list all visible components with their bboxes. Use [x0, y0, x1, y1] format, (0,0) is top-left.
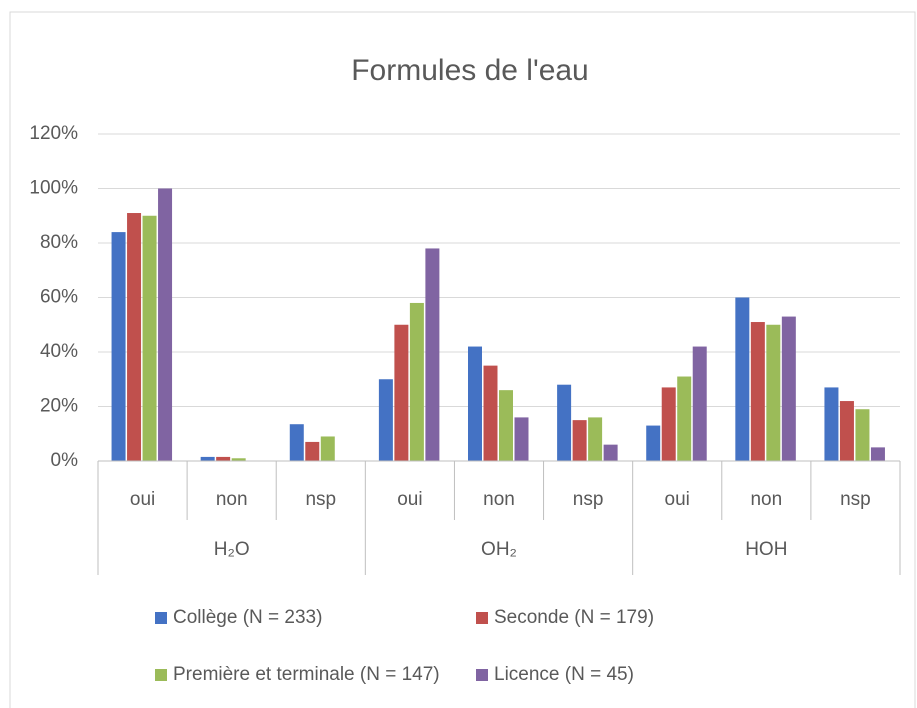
bar	[499, 390, 513, 461]
group-label: HOH	[745, 539, 787, 560]
bar	[781, 316, 796, 461]
x-tick-label: nsp	[305, 489, 336, 510]
group-label: H₂O	[214, 539, 250, 560]
x-tick-label: oui	[665, 489, 690, 510]
bar	[320, 436, 335, 461]
bar	[766, 324, 781, 461]
bar	[572, 420, 587, 461]
x-tick-label: oui	[397, 489, 422, 510]
y-tick-label: 80%	[40, 232, 78, 253]
y-tick-label: 0%	[51, 450, 79, 471]
bar	[231, 458, 246, 461]
bar	[378, 379, 393, 461]
bar	[646, 425, 661, 461]
bar	[855, 409, 870, 461]
y-tick-label: 40%	[40, 341, 78, 362]
legend-label: Licence (N = 45)	[494, 664, 634, 685]
legend-label: Première et terminale (N = 147)	[173, 664, 440, 685]
bar	[514, 417, 529, 461]
bar	[468, 346, 482, 461]
bar	[839, 401, 854, 461]
y-tick-label: 120%	[29, 123, 78, 144]
bar	[111, 232, 126, 461]
bar	[750, 322, 765, 461]
legend-swatch	[476, 612, 488, 624]
bar	[127, 213, 142, 461]
bar	[425, 248, 440, 461]
bar	[483, 365, 498, 461]
bar	[158, 188, 173, 461]
bar	[200, 456, 215, 461]
legend-swatch	[155, 669, 167, 681]
bar	[409, 302, 424, 461]
x-tick-label: oui	[130, 489, 155, 510]
bar	[661, 387, 676, 461]
chart-title: Formules de l'eau	[351, 54, 589, 87]
bar	[588, 417, 603, 461]
y-tick-label: 60%	[40, 287, 78, 308]
legend-swatch	[155, 612, 167, 624]
y-tick-label: 100%	[29, 178, 78, 199]
bar	[692, 346, 707, 461]
x-tick-label: non	[216, 489, 248, 510]
legend-label: Collège (N = 233)	[173, 607, 322, 628]
bar	[216, 456, 231, 461]
bar	[289, 424, 304, 461]
bar	[870, 447, 885, 461]
bar	[557, 384, 572, 461]
x-tick-label: non	[750, 489, 782, 510]
bar	[677, 376, 692, 461]
y-tick-label: 20%	[40, 396, 78, 417]
bar	[305, 441, 320, 461]
x-tick-label: nsp	[840, 489, 871, 510]
bar	[142, 215, 157, 461]
group-label: OH₂	[481, 539, 517, 560]
bar	[735, 297, 750, 461]
x-tick-label: nsp	[573, 489, 604, 510]
legend-label: Seconde (N = 179)	[494, 607, 654, 628]
bar	[603, 444, 618, 461]
bar	[824, 387, 839, 461]
legend-swatch	[476, 669, 488, 681]
bar	[394, 324, 409, 461]
x-tick-label: non	[483, 489, 515, 510]
